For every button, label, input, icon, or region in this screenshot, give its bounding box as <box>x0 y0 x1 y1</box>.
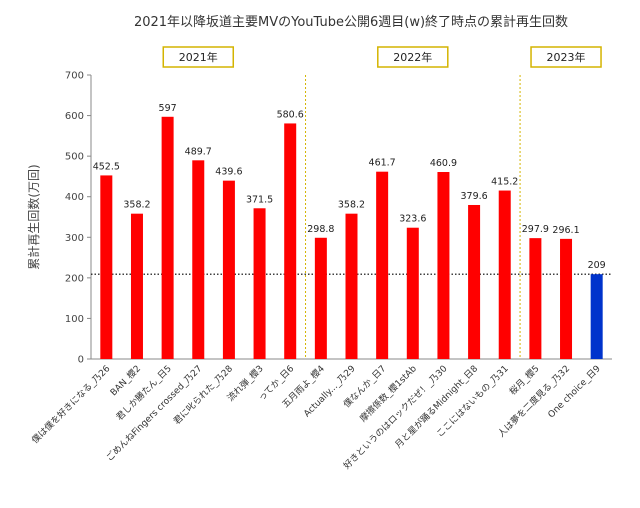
data-label: 439.6 <box>215 167 242 178</box>
data-label: 358.2 <box>123 200 150 211</box>
y-tick-label: 200 <box>65 273 84 284</box>
bar <box>130 213 143 359</box>
era-box <box>530 46 602 68</box>
bar <box>345 213 358 359</box>
category-label: 君しか勝たん_日5 <box>113 363 173 423</box>
bar <box>560 238 573 359</box>
era-label: 2022年 <box>393 50 432 64</box>
bar <box>161 116 174 359</box>
bar <box>406 227 419 359</box>
data-label: 296.1 <box>552 225 579 236</box>
bar <box>437 172 450 359</box>
category-labels: 僕は僕を好きになる_乃26BAN_櫻2君しか勝たん_日5ごめんねFingers … <box>29 362 603 471</box>
y-tick-label: 600 <box>65 111 84 122</box>
era-layer: 2021年 2022年 2023年 <box>162 46 602 359</box>
bar <box>468 204 481 359</box>
bar <box>590 274 603 359</box>
data-label: 358.2 <box>338 200 365 211</box>
era-label: 2021年 <box>179 50 218 64</box>
data-label: 415.2 <box>491 177 518 188</box>
era-label: 2023年 <box>547 50 586 64</box>
y-tick-label: 500 <box>65 152 84 163</box>
data-label: 597 <box>159 103 177 114</box>
bar <box>222 180 235 359</box>
data-label: 298.8 <box>307 224 334 235</box>
chart-title: 2021年以降坂道主要MVのYouTube公開6週目(w)終了時点の累計再生回数 <box>134 14 568 30</box>
y-tick-label: 0 <box>78 355 84 366</box>
era-box <box>377 46 449 68</box>
bar <box>192 160 205 359</box>
bar <box>529 238 542 359</box>
y-tick-label: 100 <box>65 314 84 325</box>
data-label: 323.6 <box>399 214 426 225</box>
data-label: 297.9 <box>522 224 549 235</box>
bar <box>314 237 327 359</box>
bar <box>100 175 113 359</box>
data-label: 209 <box>588 260 606 271</box>
bar <box>498 190 511 359</box>
data-label: 379.6 <box>460 191 487 202</box>
category-label: Actually..._乃29 <box>302 363 358 419</box>
category-label: 君に叱られた_乃28 <box>171 363 235 427</box>
y-tick-label: 400 <box>65 192 84 203</box>
data-label: 489.7 <box>185 146 212 157</box>
bar <box>376 171 389 359</box>
y-tick-label: 300 <box>65 233 84 244</box>
data-label: 452.5 <box>93 161 120 172</box>
y-axis-label: 累計再生回数(万回) <box>26 164 41 269</box>
data-label: 461.7 <box>369 158 396 169</box>
y-tick-label: 700 <box>65 71 84 82</box>
category-label: 僕は僕を好きになる_乃26 <box>29 362 113 446</box>
category-label: One choice_日9 <box>546 363 603 420</box>
data-label: 460.9 <box>430 158 457 169</box>
bars <box>100 116 603 359</box>
data-label: 580.6 <box>277 109 304 120</box>
bar <box>253 208 266 359</box>
era-box <box>162 46 235 68</box>
bar <box>284 123 297 359</box>
category-label: 摩擦係数_櫻1stAb <box>357 362 419 424</box>
data-label: 371.5 <box>246 194 273 205</box>
